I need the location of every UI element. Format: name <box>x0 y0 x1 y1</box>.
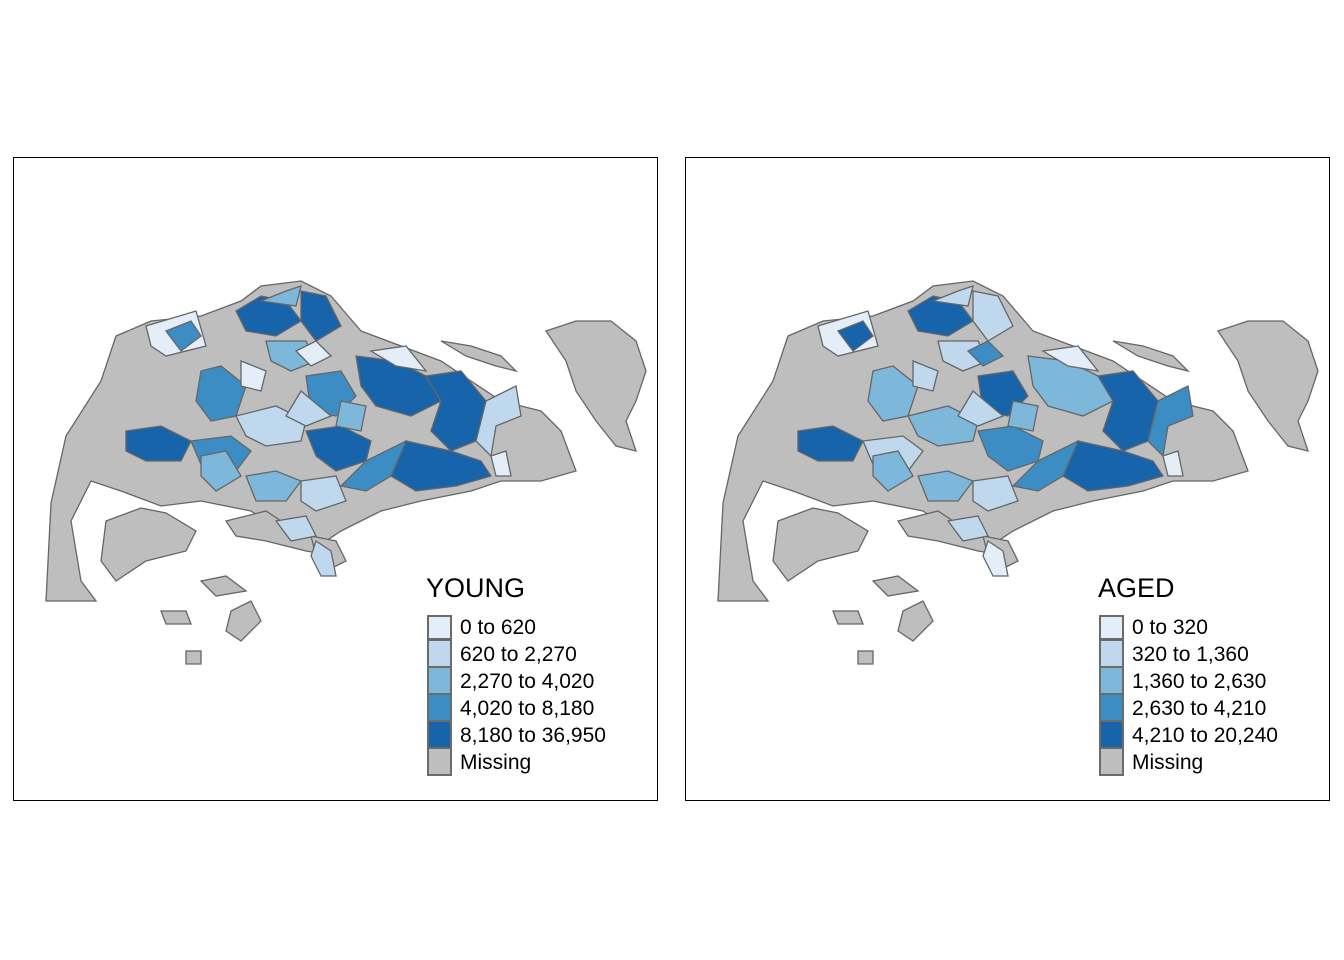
legend-swatch <box>1099 720 1124 749</box>
land-area-missing <box>871 575 920 597</box>
legend-item: 2,270 to 4,020 <box>426 666 606 695</box>
planning-subzone-region <box>912 360 939 392</box>
legend-title: YOUNG <box>426 573 526 603</box>
planning-subzone-region <box>1096 370 1159 452</box>
planning-subzone-region <box>339 439 408 492</box>
legend-label: 1,360 to 2,630 <box>1132 669 1267 693</box>
legend-swatch <box>1099 747 1124 776</box>
legend-label: 0 to 320 <box>1132 615 1208 639</box>
land-area-missing <box>225 600 262 642</box>
legend-item: 2,630 to 4,210 <box>1098 693 1278 722</box>
land-area-missing <box>897 600 934 642</box>
planning-subzone-region <box>200 450 242 492</box>
planning-subzone-region <box>258 285 302 307</box>
planning-subzone-region <box>369 345 428 372</box>
planning-subzone-region <box>294 340 333 367</box>
planning-subzone-region <box>300 290 342 342</box>
planning-subzone-region <box>1041 345 1100 372</box>
planning-subzone-region <box>335 400 367 432</box>
legend-label: 4,020 to 8,180 <box>460 696 595 720</box>
legend-label: 320 to 1,360 <box>1132 642 1249 666</box>
legend-item: Missing <box>1098 747 1278 776</box>
land-area-missing <box>544 320 647 452</box>
planning-subzone-region <box>872 450 914 492</box>
planning-subzone-region <box>917 470 975 502</box>
planning-subzone-region <box>836 320 874 352</box>
planning-subzone-region <box>424 370 487 452</box>
land-area-missing <box>199 575 248 597</box>
land-area-missing <box>160 610 192 625</box>
aged-map-panel: AGED 0 to 320 320 to 1,360 1,360 to 2,630 2… <box>685 157 1330 801</box>
legend-swatch <box>427 615 452 640</box>
planning-subzone-region <box>1147 385 1194 458</box>
legend-swatch <box>427 747 452 776</box>
legend-swatch <box>427 720 452 749</box>
legend-swatch <box>427 639 452 668</box>
legend-swatch <box>427 666 452 695</box>
legend-swatch <box>1099 693 1124 722</box>
young-map-panel: YOUNG 0 to 620 620 to 2,270 2,270 to 4,020… <box>13 157 658 801</box>
planning-subzone-region <box>1062 440 1165 492</box>
planning-subzone-region <box>1162 450 1184 477</box>
planning-subzone-region <box>946 515 989 542</box>
planning-subzone-region <box>475 385 522 458</box>
legend-item: 320 to 1,360 <box>1098 639 1278 668</box>
planning-subzone-region <box>957 390 1005 427</box>
legend-label: 2,270 to 4,020 <box>460 669 595 693</box>
land-area-missing <box>185 650 202 665</box>
land-area-missing <box>1112 340 1191 373</box>
planning-subzone-region <box>1007 400 1039 432</box>
planning-subzone-region <box>982 539 1009 577</box>
legend-swatch <box>427 693 452 722</box>
planning-subzone-region <box>797 425 864 462</box>
planning-subzone-region <box>245 470 303 502</box>
legend-item: 8,180 to 36,950 <box>426 720 606 749</box>
young-map <box>45 280 647 665</box>
legend-label: 0 to 620 <box>460 615 536 639</box>
land-area-missing <box>772 507 869 582</box>
legend-item: 4,020 to 8,180 <box>426 693 606 722</box>
legend-swatch <box>1099 639 1124 668</box>
legend-item: 4,210 to 20,240 <box>1098 720 1278 749</box>
land-area-missing <box>857 650 874 665</box>
planning-subzone-region <box>930 285 974 307</box>
planning-subzone-region <box>300 475 347 512</box>
land-area-missing <box>100 507 197 582</box>
legend-item: Missing <box>426 747 606 776</box>
planning-subzone-region <box>240 360 267 392</box>
planning-subzone-region <box>310 539 337 577</box>
legend-label: Missing <box>460 750 532 774</box>
planning-subzone-region <box>164 320 202 352</box>
legend-label: 620 to 2,270 <box>460 642 577 666</box>
planning-subzone-region <box>490 450 512 477</box>
land-area-missing <box>440 340 519 373</box>
legend-item: 1,360 to 2,630 <box>1098 666 1278 695</box>
planning-subzone-region <box>966 340 1005 367</box>
legend-swatch <box>1099 615 1124 640</box>
planning-subzone-region <box>285 390 333 427</box>
legend-label: 4,210 to 20,240 <box>1132 723 1278 747</box>
aged-map <box>717 280 1319 665</box>
legend-item: 620 to 2,270 <box>426 639 606 668</box>
land-area-missing <box>1216 320 1319 452</box>
young-legend: YOUNG 0 to 620 620 to 2,270 2,270 to 4,020… <box>426 572 606 776</box>
legend-label: Missing <box>1132 750 1204 774</box>
legend-title: AGED <box>1098 573 1175 603</box>
planning-subzone-region <box>125 425 192 462</box>
planning-subzone-region <box>972 475 1019 512</box>
planning-subzone-region <box>274 515 317 542</box>
land-area-missing <box>832 610 864 625</box>
legend-label: 2,630 to 4,210 <box>1132 696 1267 720</box>
planning-subzone-region <box>390 440 493 492</box>
legend-item: 0 to 320 <box>1098 614 1278 641</box>
legend-swatch <box>1099 666 1124 695</box>
planning-subzone-region <box>972 290 1014 342</box>
legend-label: 8,180 to 36,950 <box>460 723 606 747</box>
legend-item: 0 to 620 <box>426 614 606 641</box>
aged-legend: AGED 0 to 320 320 to 1,360 1,360 to 2,630 2… <box>1098 572 1278 776</box>
planning-subzone-region <box>1011 439 1080 492</box>
